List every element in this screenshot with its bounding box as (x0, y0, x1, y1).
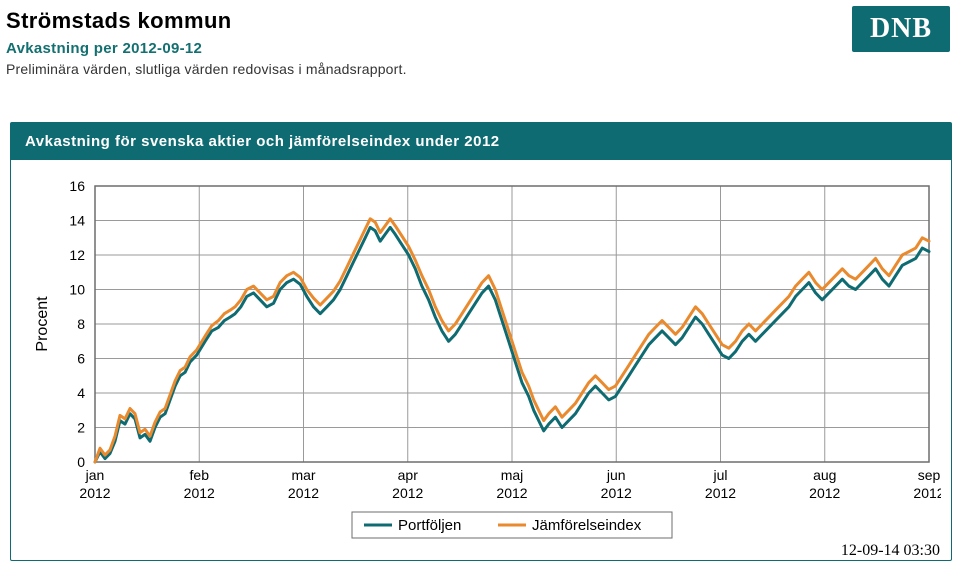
svg-text:2: 2 (77, 420, 85, 436)
svg-text:mar: mar (291, 467, 315, 483)
svg-text:aug: aug (813, 467, 836, 483)
svg-text:2012: 2012 (392, 485, 423, 501)
page-subtitle-bold: Avkastning per 2012-09-12 (6, 40, 960, 57)
svg-text:2012: 2012 (809, 485, 840, 501)
svg-text:16: 16 (69, 180, 85, 194)
svg-text:Portföljen: Portföljen (398, 517, 461, 534)
svg-text:jun: jun (606, 467, 626, 483)
page-subtitle-text: Preliminära värden, slutliga värden redo… (6, 61, 960, 77)
chart-panel-title: Avkastning för svenska aktier och jämför… (11, 123, 951, 160)
svg-text:2012: 2012 (496, 485, 527, 501)
svg-text:2012: 2012 (79, 485, 110, 501)
svg-text:2012: 2012 (705, 485, 736, 501)
chart-area: 0 2 4 6 8 10 12 14 16 jan 2012 feb 2012 mar 2012 apr 201… (11, 160, 951, 560)
svg-text:Procent: Procent (34, 296, 51, 352)
svg-text:maj: maj (501, 467, 524, 483)
svg-text:12: 12 (69, 247, 85, 263)
svg-text:2012: 2012 (184, 485, 215, 501)
svg-text:feb: feb (190, 467, 210, 483)
svg-text:2012: 2012 (601, 485, 632, 501)
svg-text:4: 4 (77, 385, 85, 401)
svg-text:14: 14 (69, 213, 85, 229)
brand-logo-text: DNB (870, 13, 932, 45)
line-chart: 0 2 4 6 8 10 12 14 16 jan 2012 feb 2012 mar 2012 apr 201… (21, 180, 941, 540)
chart-panel: Avkastning för svenska aktier och jämför… (10, 122, 952, 561)
footer-timestamp: 12-09-14 03:30 (841, 542, 940, 560)
page-title: Strömstads kommun (6, 8, 960, 34)
svg-text:apr: apr (398, 467, 419, 483)
svg-text:jan: jan (85, 467, 105, 483)
header-block: Strömstads kommun Avkastning per 2012-09… (0, 0, 960, 77)
svg-text:8: 8 (77, 316, 85, 332)
svg-text:Jämförelseindex: Jämförelseindex (532, 517, 642, 534)
svg-text:jul: jul (712, 467, 727, 483)
svg-text:2012: 2012 (288, 485, 319, 501)
svg-text:6: 6 (77, 351, 85, 367)
brand-logo: DNB (852, 6, 950, 52)
svg-text:10: 10 (69, 282, 85, 298)
svg-text:sep: sep (918, 467, 941, 483)
page-root: DNB Strömstads kommun Avkastning per 201… (0, 0, 960, 566)
svg-text:0: 0 (77, 454, 85, 470)
svg-text:2012: 2012 (913, 485, 941, 501)
